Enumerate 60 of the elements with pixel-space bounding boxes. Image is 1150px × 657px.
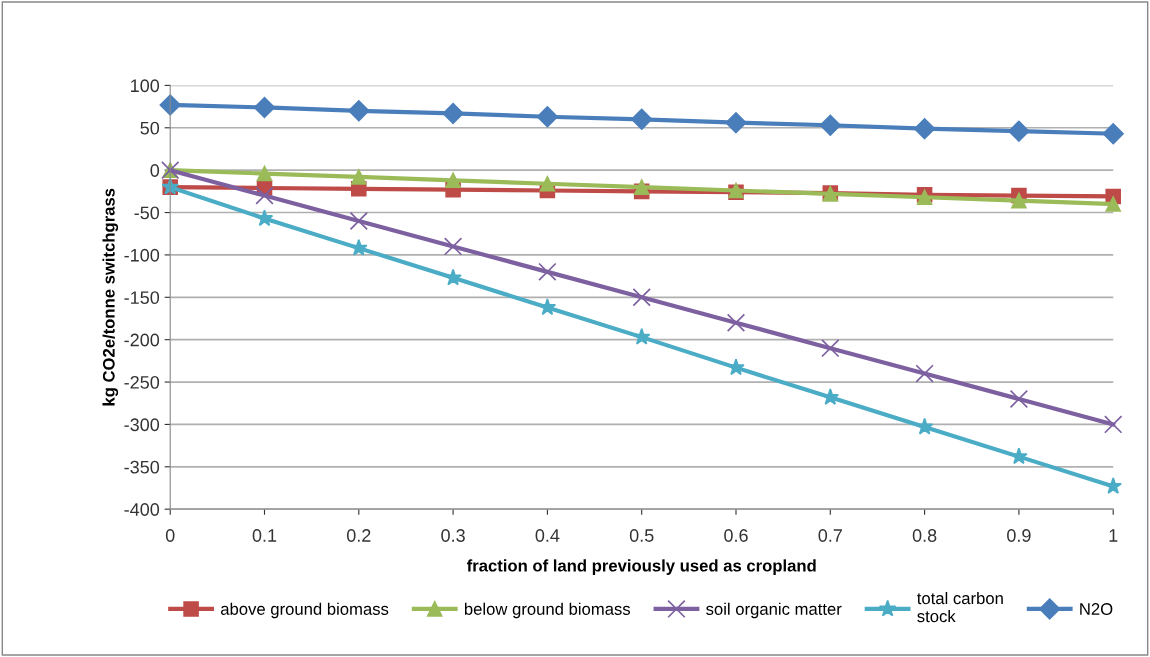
point [1011, 192, 1027, 209]
point [253, 96, 276, 119]
point [819, 114, 841, 136]
y-tick-label: -200 [124, 333, 160, 347]
y-tick-label: 0 [150, 164, 160, 177]
legend-label: below ground biomass [464, 602, 631, 619]
legend-label: N2O [1080, 603, 1113, 615]
point [631, 108, 653, 130]
point [443, 237, 463, 256]
point [348, 100, 370, 122]
point [1105, 196, 1121, 212]
point [1104, 415, 1123, 434]
point [1102, 123, 1124, 145]
y-tick-label: -100 [124, 248, 160, 262]
point [445, 172, 461, 189]
legend-label: soil organic matter [706, 602, 842, 619]
point [726, 313, 746, 332]
point [915, 364, 934, 383]
y-tick-label: -350 [124, 460, 160, 474]
x-tick-label: 0.2 [346, 529, 371, 542]
legend-label: total carbon stock [917, 591, 1003, 623]
x-tick-label: 0 [165, 529, 175, 542]
point [256, 165, 273, 182]
x-tick-label: 0.8 [912, 529, 937, 542]
point [442, 102, 464, 125]
point [633, 179, 650, 195]
point [538, 262, 557, 282]
x-tick-label: 0.6 [724, 529, 748, 542]
y-tick-label: 50 [140, 121, 160, 135]
point [349, 211, 368, 231]
y-tick-label: -400 [124, 503, 160, 516]
x-tick-label: 0.5 [629, 529, 654, 542]
x-tick-label: 1 [1109, 529, 1118, 542]
point [1009, 389, 1029, 409]
point [159, 94, 181, 116]
y-tick-label: -250 [124, 375, 160, 389]
point [913, 117, 936, 140]
x-tick-label: 0.4 [535, 529, 560, 542]
y-tick-label: -300 [124, 418, 160, 432]
legend-label: above ground biomass [220, 602, 389, 619]
point [1010, 447, 1028, 465]
x-tick-label: 0.9 [1007, 529, 1031, 542]
y-axis-title: kg CO2e/tonne switchgrass [102, 188, 119, 406]
point [539, 175, 556, 192]
x-tick-label: 0.1 [252, 529, 277, 542]
x-axis-title: fraction of land previously used as cropland [466, 559, 816, 575]
point [727, 358, 745, 376]
y-tick-label: 100 [131, 79, 160, 93]
y-tick-label: -50 [134, 206, 160, 220]
point [536, 106, 559, 128]
point [351, 169, 367, 185]
point [1008, 120, 1030, 142]
x-tick-label: 0.3 [441, 529, 465, 542]
point [444, 268, 462, 286]
x-tick-label: 0.7 [818, 529, 842, 542]
point [821, 338, 840, 358]
point [255, 186, 274, 205]
point [725, 112, 747, 134]
point [632, 288, 651, 307]
y-tick-label: -150 [124, 291, 160, 305]
